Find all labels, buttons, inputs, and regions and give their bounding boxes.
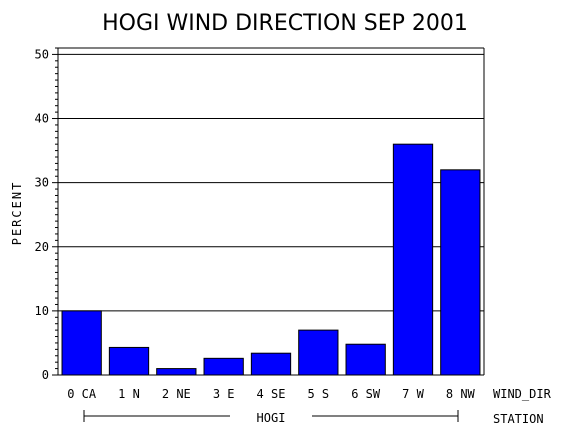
- y-tick-label: 0: [42, 368, 49, 382]
- chart-title: HOGI WIND DIRECTION SEP 2001: [102, 11, 468, 36]
- bar-4-se: [250, 352, 292, 376]
- bar-3-e: [203, 357, 244, 376]
- station-group-bracket: [83, 410, 459, 422]
- bar-5-s: [298, 329, 339, 376]
- station-axis-label: STATION: [493, 412, 544, 426]
- y-tick-label: 10: [35, 304, 49, 318]
- x-axis-label: WIND_DIR: [493, 387, 552, 401]
- y-tick-label: 40: [35, 112, 49, 126]
- bar-0-ca: [61, 310, 102, 376]
- station-group-label: HOGI: [257, 411, 286, 425]
- x-tick-label: 3 E: [213, 387, 235, 401]
- y-tick-labels: 0 10 20 30 40 50: [35, 47, 49, 382]
- x-tick-label: 2 NE: [162, 387, 191, 401]
- bars: [61, 143, 481, 376]
- y-tick-label: 50: [35, 47, 49, 61]
- y-tick-label: 20: [35, 240, 49, 254]
- x-tick-label: 4 SE: [257, 387, 286, 401]
- y-tick-label: 30: [35, 176, 49, 190]
- x-tick-label: 6 SW: [351, 387, 381, 401]
- bar-1-n: [108, 346, 150, 376]
- x-tick-label: 5 S: [307, 387, 329, 401]
- bar-6-sw: [345, 343, 386, 376]
- bar-8-nw: [440, 169, 481, 376]
- x-tick-labels: 0 CA 1 N 2 NE 3 E 4 SE 5 S 6 SW 7 W 8 NW: [67, 387, 475, 401]
- bar-2-ne: [156, 368, 197, 376]
- x-tick-label: 0 CA: [67, 387, 97, 401]
- x-tick-label: 7 W: [402, 387, 424, 401]
- x-tick-label: 8 NW: [446, 387, 476, 401]
- y-axis-label: PERCENT: [10, 181, 24, 246]
- x-tick-label: 1 N: [118, 387, 140, 401]
- axes: [52, 47, 485, 376]
- bar-7-w: [392, 143, 434, 376]
